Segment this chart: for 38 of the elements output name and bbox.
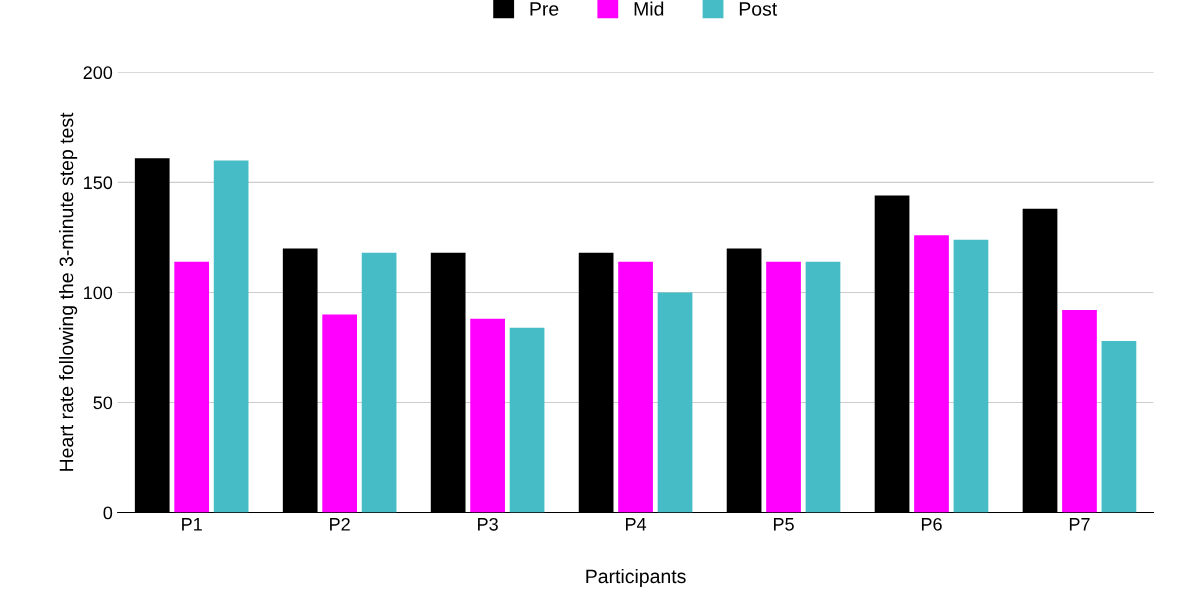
- x-tick-label: P1: [182, 518, 202, 531]
- y-tick-label: 50: [93, 396, 113, 410]
- x-axis-title: Participants: [586, 568, 686, 588]
- bar: [618, 261, 653, 513]
- legend-label: Mid: [634, 1, 664, 16]
- bar: [1062, 310, 1097, 513]
- y-tick-label: 100: [84, 286, 113, 300]
- bar: [174, 261, 210, 513]
- bar: [430, 252, 466, 513]
- bar: [766, 261, 801, 513]
- x-tick-label: P7: [1069, 518, 1090, 531]
- x-tick-label: P3: [478, 517, 498, 531]
- bar: [578, 252, 614, 513]
- bar: [322, 314, 358, 513]
- bar: [953, 239, 989, 513]
- bar: [726, 248, 762, 513]
- bar: [470, 318, 505, 513]
- bar: [509, 327, 545, 513]
- bar: [213, 160, 249, 513]
- bar: [914, 235, 949, 513]
- bar: [874, 195, 910, 513]
- bar: [1101, 340, 1137, 513]
- bar: [1022, 208, 1058, 513]
- bar: [282, 248, 318, 513]
- bar: [134, 158, 170, 513]
- bar: [657, 292, 693, 513]
- legend-label: Pre: [530, 2, 559, 16]
- x-tick-label: P6: [921, 517, 942, 531]
- y-tick-label: 150: [84, 176, 113, 190]
- bar: [805, 261, 841, 513]
- x-tick-label: P2: [330, 517, 350, 531]
- x-tick-label: P4: [626, 518, 647, 531]
- legend-label: Post: [739, 2, 778, 16]
- x-tick-label: P5: [773, 518, 794, 531]
- y-tick-label: 0: [103, 506, 113, 520]
- bar: [361, 252, 397, 513]
- y-axis-title: Heart rate following the 3-minute step test: [59, 112, 78, 471]
- y-tick-label: 200: [83, 66, 113, 80]
